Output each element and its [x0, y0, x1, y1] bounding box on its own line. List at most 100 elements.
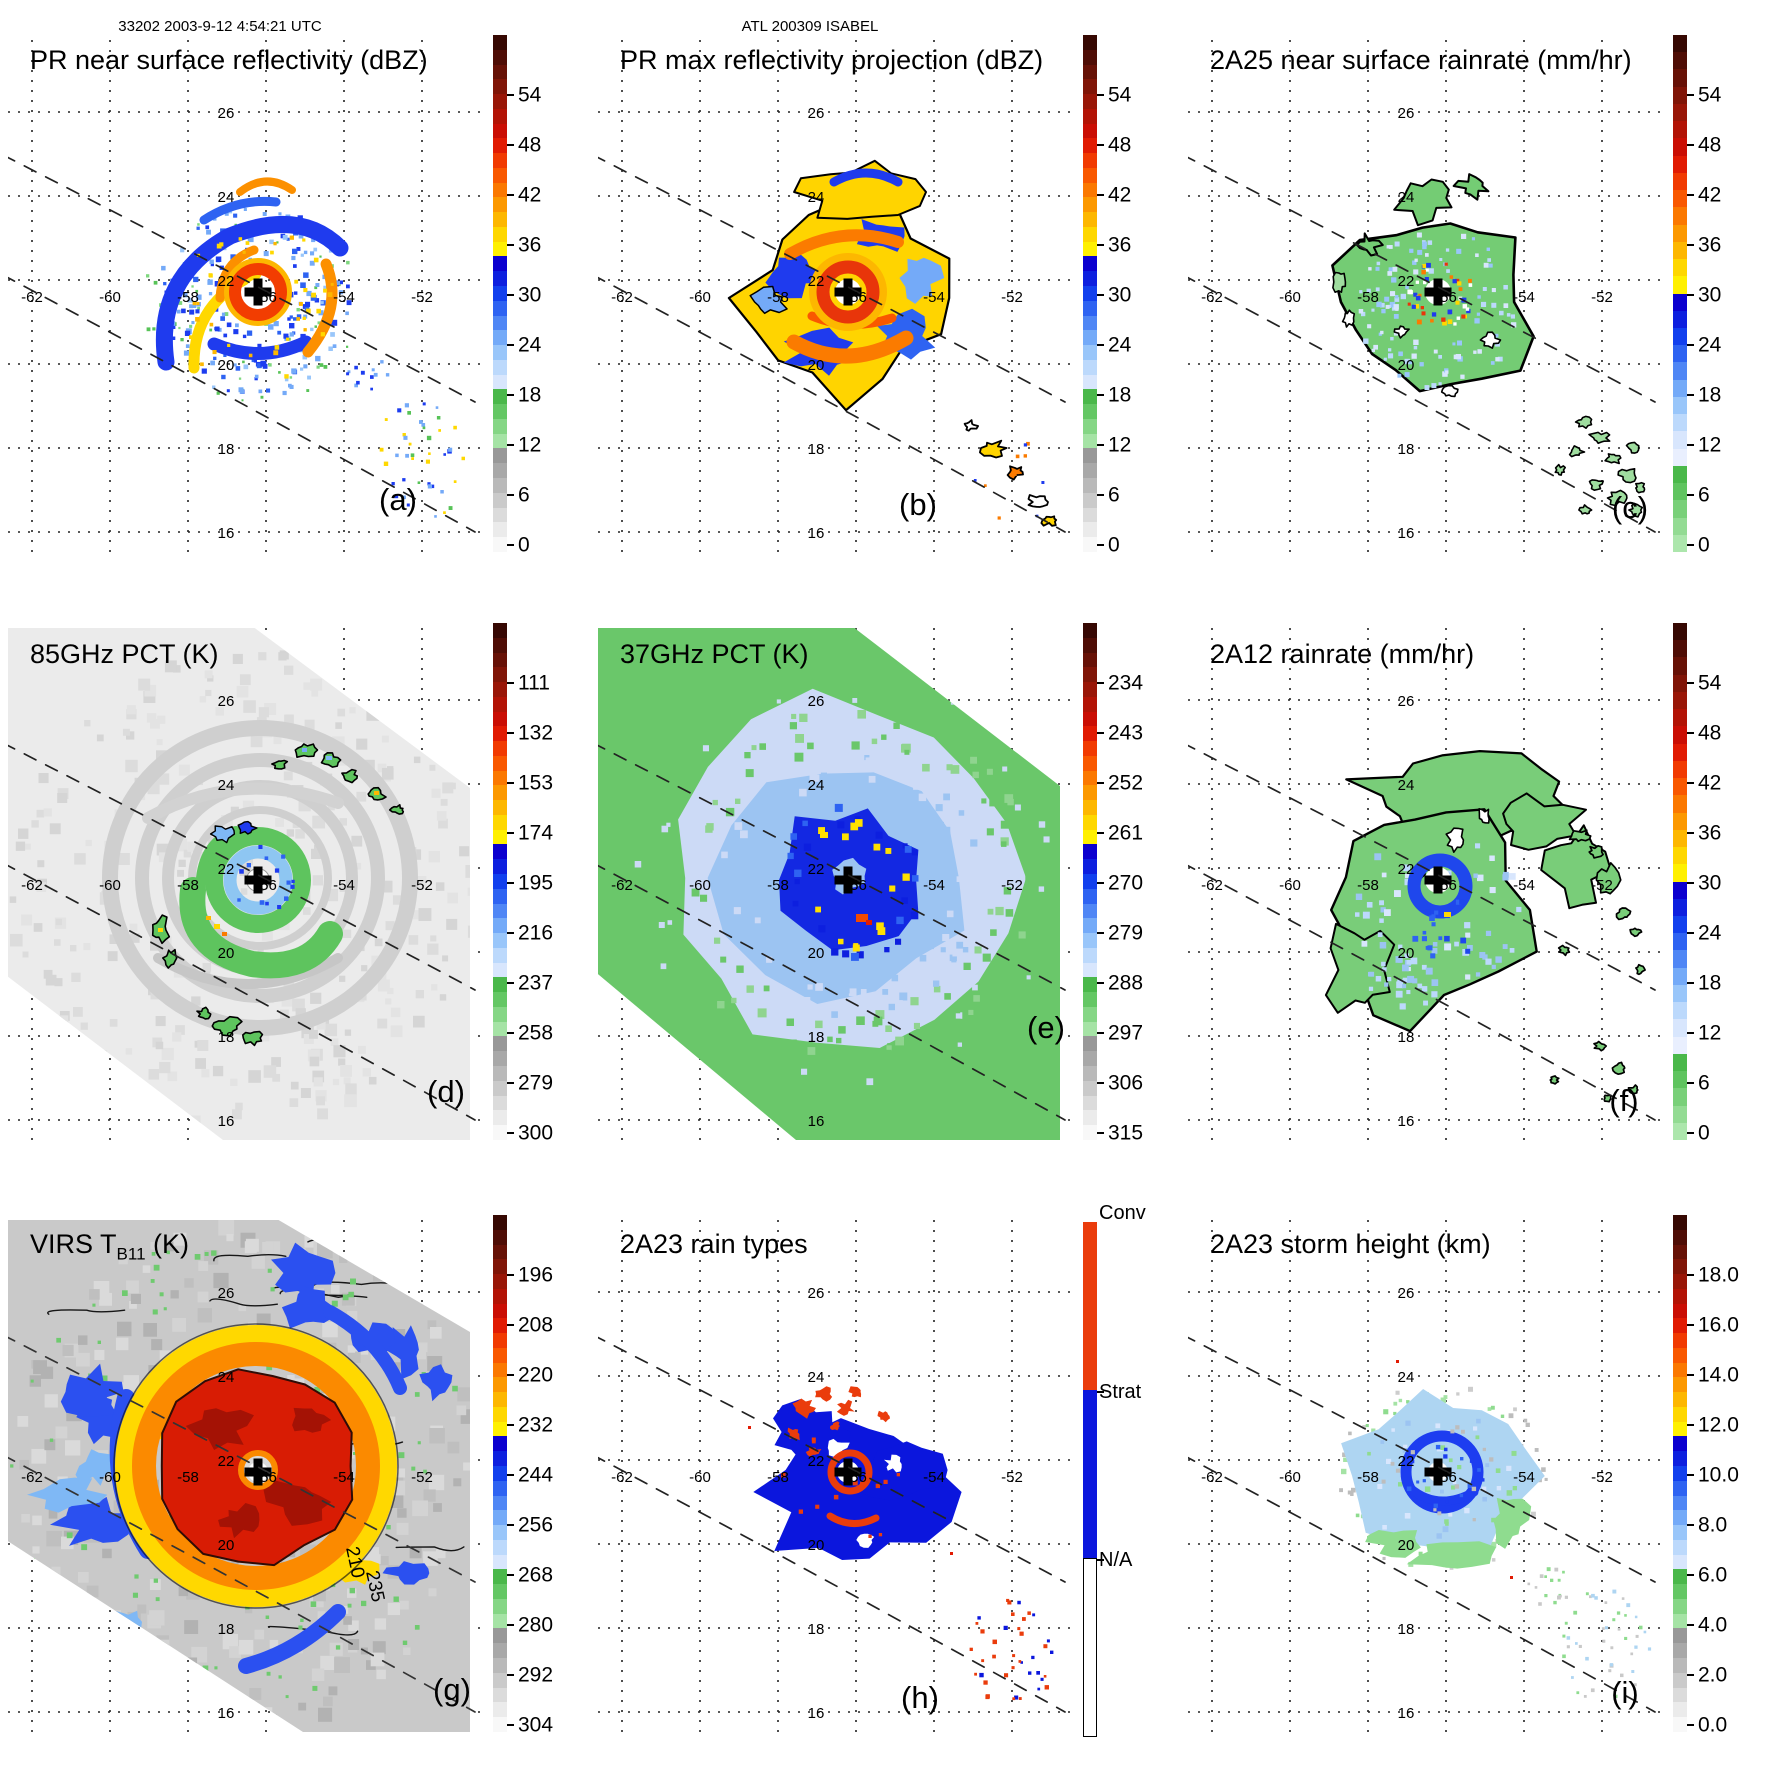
colorbar-tick-label: 12: [1108, 433, 1132, 457]
colorbar-segment: [1673, 1036, 1687, 1054]
colorbar-segment: [1673, 1480, 1687, 1496]
colorbar-tick-label: 42: [1108, 183, 1132, 207]
storm-center-marker: [834, 1458, 862, 1486]
colorbar-tick: [1687, 1424, 1694, 1426]
colorbar-tick: [507, 344, 514, 346]
colorbar-tick: [1097, 882, 1104, 884]
colorbar-tick: [507, 882, 514, 884]
colorbar-tick: [1097, 1082, 1104, 1084]
colorbar-segment: [493, 138, 507, 154]
lat-label: 20: [1398, 357, 1415, 374]
colorbar-segment: [1673, 103, 1687, 122]
lat-label: 24: [218, 777, 235, 794]
colorbar-segment: [1673, 86, 1687, 104]
colorbar-segment: [1083, 918, 1097, 934]
panel-letter: (c): [1612, 490, 1648, 525]
lon-label: -62: [611, 289, 633, 306]
colorbar-segment: [1673, 1071, 1687, 1089]
colorbar-segment: [493, 1288, 507, 1304]
colorbar-tick-label: 300: [518, 1121, 554, 1145]
colorbar-segment: [1673, 760, 1687, 779]
colorbar-tick-label: 261: [1108, 821, 1144, 845]
raintype-label: Conv: [1099, 1202, 1146, 1224]
colorbar-tick: [507, 444, 514, 446]
colorbar-segment: [493, 1318, 507, 1334]
colorbar-tick-label: 2.0: [1698, 1663, 1728, 1687]
colorbar-tick: [507, 732, 514, 734]
colorbar-segment: [1083, 844, 1097, 860]
colorbar-tick: [1097, 1559, 1104, 1561]
lon-label: -52: [411, 877, 433, 894]
lon-label: -52: [1001, 877, 1023, 894]
lon-label: -54: [923, 877, 945, 894]
colorbar-tick: [1687, 394, 1694, 396]
storm-center-marker: [1424, 278, 1452, 306]
colorbar-segment: [493, 1687, 507, 1703]
storm-art: [748, 1386, 1054, 1701]
colorbar-tick: [1687, 1724, 1694, 1726]
lat-label: 24: [218, 189, 235, 206]
colorbar-tick: [507, 194, 514, 196]
colorbar-segment: [1083, 271, 1097, 287]
lon-label: -54: [333, 1469, 355, 1486]
colorbar-segment: [493, 1436, 507, 1452]
colorbar-segment: [1083, 404, 1097, 419]
colorbar-segment: [1083, 477, 1097, 493]
colorbar-segment: [493, 1657, 507, 1673]
lat-label: 16: [218, 1705, 235, 1722]
colorbar-segment: [1083, 623, 1097, 638]
colorbar-segment: [1673, 640, 1687, 658]
colorbar-segment: [493, 1598, 507, 1614]
colorbar-tick: [507, 1132, 514, 1134]
colorbar-tick: [507, 1082, 514, 1084]
colorbar-segment: [1673, 293, 1687, 311]
colorbar-segment: [493, 433, 507, 449]
colorbar-tick-label: 48: [1698, 721, 1722, 745]
colorbar-segment: [1673, 967, 1687, 985]
colorbar-tick-label: 4.0: [1698, 1613, 1728, 1637]
colorbar-segment: [1673, 35, 1687, 53]
colorbar-segment: [1083, 330, 1097, 346]
colorbar-tick-label: 42: [518, 183, 542, 207]
colorbar-tick-label: 30: [1698, 283, 1722, 307]
colorbar-tick: [507, 1474, 514, 1476]
colorbar-segment: [493, 79, 507, 95]
storm-art: [8, 628, 470, 1140]
colorbar-segment: [1673, 155, 1687, 173]
colorbar-tick: [1097, 832, 1104, 834]
colorbar-segment: [1673, 327, 1687, 346]
colorbar-tick-label: 24: [1698, 333, 1722, 357]
colorbar-segment: [1083, 667, 1097, 683]
lat-label: 20: [1398, 945, 1415, 962]
colorbar-tick: [1687, 444, 1694, 446]
colorbar-segment: [493, 1051, 507, 1066]
colorbar-segment: [1083, 992, 1097, 1007]
colorbar-segment: [493, 1303, 507, 1319]
colorbar-segment: [1673, 1318, 1687, 1334]
lat-label: 18: [218, 441, 235, 458]
colorbar-tick: [1687, 932, 1694, 934]
colorbar-segment: [1083, 374, 1097, 390]
colorbar-tick: [507, 1674, 514, 1676]
colorbar-segment: [1673, 276, 1687, 294]
axis-labels: 26 24 22 20 18 16 -62 -60 -58 -56 -54 -52: [611, 693, 1023, 1130]
storm-art: [598, 628, 1060, 1140]
colorbar-segment: [1673, 1687, 1687, 1703]
colorbar-segment: [1673, 345, 1687, 363]
colorbar-tick-label: 244: [518, 1463, 554, 1487]
colorbar-tick-label: 48: [1698, 133, 1722, 157]
colorbar-tick-label: 6: [1698, 1071, 1710, 1095]
colorbar-segment: [1673, 1672, 1687, 1688]
colorbar-segment: [1673, 898, 1687, 916]
colorbar-segment: [493, 1392, 507, 1407]
colorbar-segment: [493, 785, 507, 801]
lat-label: 22: [808, 861, 825, 878]
colorbar-tick-label: 12: [518, 433, 542, 457]
colorbar-tick-label: 220: [518, 1363, 554, 1387]
colorbar-tick-label: 12: [1698, 1021, 1722, 1045]
colorbar-segment: [493, 741, 507, 756]
lon-label: -62: [611, 877, 633, 894]
colorbar-tick-label: 315: [1108, 1121, 1144, 1145]
colorbar-segment: [493, 696, 507, 712]
